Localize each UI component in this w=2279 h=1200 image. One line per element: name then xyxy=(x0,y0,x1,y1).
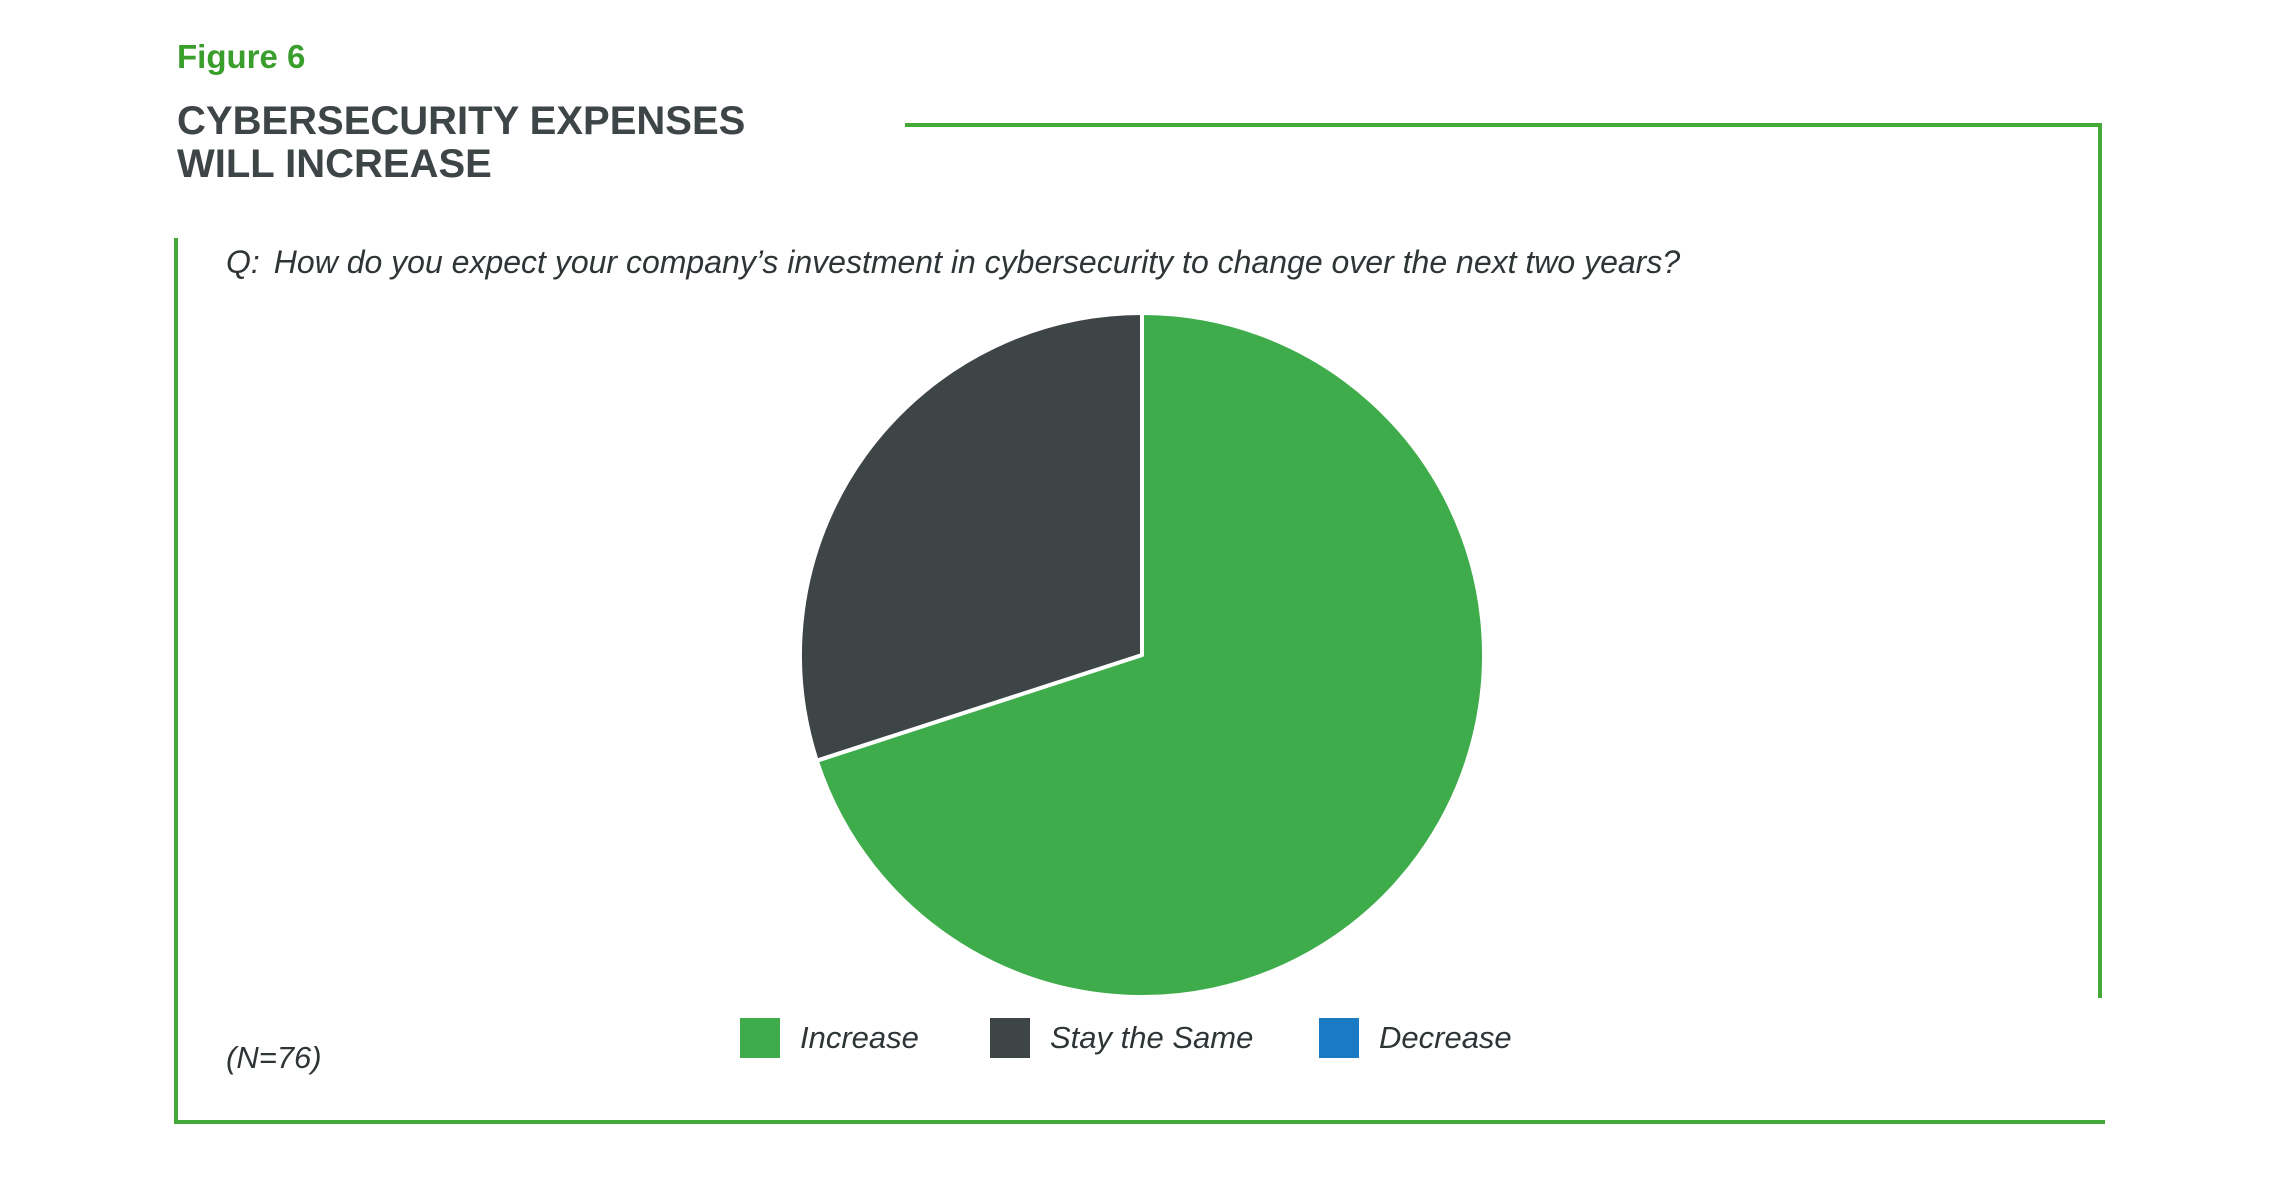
frame-right-line xyxy=(2098,123,2102,998)
figure-title-line-2: WILL INCREASE xyxy=(177,142,492,186)
legend-label-stay-the-same: Stay the Same xyxy=(1050,1020,1254,1055)
legend-swatch-increase xyxy=(740,1018,780,1058)
frame-left-line xyxy=(174,238,178,1124)
sample-size-note: (N=76) xyxy=(226,1040,322,1075)
question-text: How do you expect your company’s investm… xyxy=(273,244,1681,280)
legend-swatch-decrease xyxy=(1319,1018,1359,1058)
legend-swatch-stay-the-same xyxy=(990,1018,1030,1058)
survey-question: Q: How do you expect your company’s inves… xyxy=(226,244,1680,281)
legend-label-increase: Increase xyxy=(800,1020,919,1055)
pie-slice-stay-the-same xyxy=(798,311,1144,763)
legend-label-decrease: Decrease xyxy=(1379,1020,1512,1055)
figure-title: CYBERSECURITY EXPENSES WILL INCREASE xyxy=(177,100,745,186)
pie-slice-increase xyxy=(814,311,1486,999)
figure-title-line-1: CYBERSECURITY EXPENSES xyxy=(177,99,746,143)
legend-item-increase: Increase xyxy=(740,1016,919,1060)
frame-top-line xyxy=(905,123,2102,127)
legend-item-decrease: Decrease xyxy=(1319,1016,1512,1060)
question-prefix: Q: xyxy=(226,244,260,280)
figure-number: Figure 6 xyxy=(177,38,306,75)
legend-item-stay-the-same: Stay the Same xyxy=(990,1016,1253,1060)
frame-bottom-line xyxy=(174,1120,2105,1124)
